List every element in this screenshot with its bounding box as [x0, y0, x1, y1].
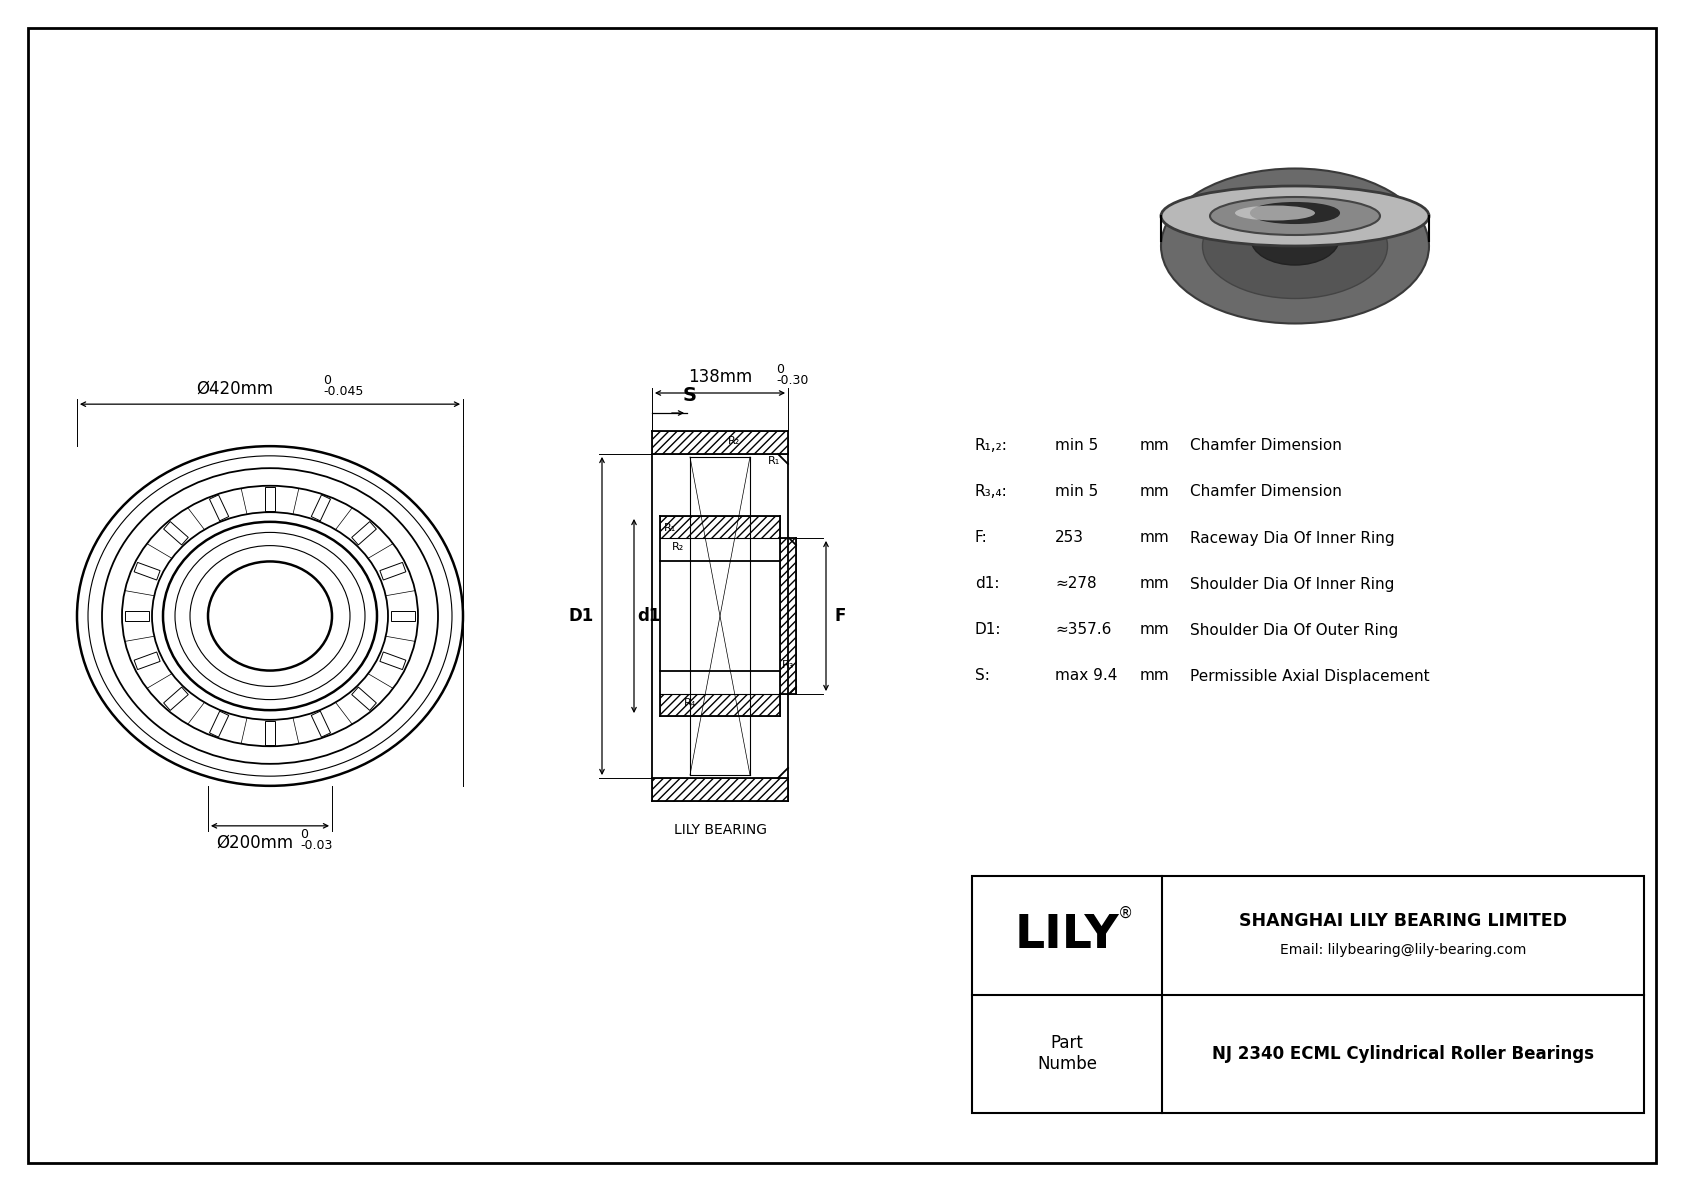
Text: -0.045: -0.045 — [323, 385, 364, 398]
Text: ®: ® — [1118, 905, 1133, 921]
Text: Email: lilybearing@lily-bearing.com: Email: lilybearing@lily-bearing.com — [1280, 943, 1526, 958]
Text: LILY BEARING: LILY BEARING — [674, 823, 766, 837]
Text: 0: 0 — [776, 363, 785, 376]
Text: min 5: min 5 — [1054, 485, 1098, 499]
Text: 138mm: 138mm — [687, 368, 753, 386]
Text: R₂: R₂ — [672, 542, 684, 551]
Bar — [780, 538, 797, 694]
Text: F: F — [834, 607, 845, 625]
Text: min 5: min 5 — [1054, 438, 1098, 454]
Text: Shoulder Dia Of Inner Ring: Shoulder Dia Of Inner Ring — [1191, 576, 1394, 592]
Text: R₂: R₂ — [727, 436, 741, 445]
Text: Ø420mm: Ø420mm — [197, 379, 273, 397]
Text: S: S — [684, 386, 697, 405]
Text: SHANGHAI LILY BEARING LIMITED: SHANGHAI LILY BEARING LIMITED — [1239, 912, 1568, 930]
Ellipse shape — [1160, 168, 1430, 324]
Text: R₁: R₁ — [663, 523, 677, 534]
Text: R₄: R₄ — [684, 698, 695, 707]
Text: ≈357.6: ≈357.6 — [1054, 623, 1111, 637]
Text: R₃,₄:: R₃,₄: — [975, 485, 1007, 499]
Text: Permissible Axial Displacement: Permissible Axial Displacement — [1191, 668, 1430, 684]
Bar — [972, 877, 1644, 1114]
Text: Chamfer Dimension: Chamfer Dimension — [1191, 485, 1342, 499]
Ellipse shape — [1251, 202, 1339, 223]
Text: 0: 0 — [300, 828, 308, 841]
Text: -0.03: -0.03 — [300, 838, 332, 852]
Text: Part
Numbe: Part Numbe — [1037, 1034, 1096, 1073]
Text: D1: D1 — [569, 607, 594, 625]
Bar — [660, 694, 780, 716]
Text: max 9.4: max 9.4 — [1054, 668, 1118, 684]
Text: mm: mm — [1140, 530, 1170, 545]
Text: Shoulder Dia Of Outer Ring: Shoulder Dia Of Outer Ring — [1191, 623, 1398, 637]
Text: 253: 253 — [1054, 530, 1084, 545]
Text: R₁,₂:: R₁,₂: — [975, 438, 1009, 454]
Ellipse shape — [1160, 186, 1430, 247]
Text: D1:: D1: — [975, 623, 1002, 637]
Text: mm: mm — [1140, 576, 1170, 592]
Bar — [660, 516, 780, 538]
Text: d1: d1 — [637, 607, 660, 625]
Bar — [652, 431, 788, 454]
Text: ≈278: ≈278 — [1054, 576, 1096, 592]
Text: NJ 2340 ECML Cylindrical Roller Bearings: NJ 2340 ECML Cylindrical Roller Bearings — [1212, 1045, 1595, 1062]
Ellipse shape — [1202, 193, 1388, 299]
Ellipse shape — [1234, 206, 1315, 220]
Text: R₁: R₁ — [768, 456, 780, 466]
Text: mm: mm — [1140, 438, 1170, 454]
Text: mm: mm — [1140, 623, 1170, 637]
Text: mm: mm — [1140, 668, 1170, 684]
Bar — [652, 778, 788, 802]
Text: Ø200mm: Ø200mm — [217, 834, 293, 852]
Text: Chamfer Dimension: Chamfer Dimension — [1191, 438, 1342, 454]
Text: F:: F: — [975, 530, 989, 545]
Text: 0: 0 — [323, 374, 332, 387]
Text: mm: mm — [1140, 485, 1170, 499]
Text: -0.30: -0.30 — [776, 374, 808, 387]
Text: LILY: LILY — [1015, 912, 1120, 958]
Text: S:: S: — [975, 668, 990, 684]
Text: R₃: R₃ — [781, 660, 795, 671]
Ellipse shape — [1211, 197, 1379, 235]
Text: d1:: d1: — [975, 576, 1000, 592]
Text: Raceway Dia Of Inner Ring: Raceway Dia Of Inner Ring — [1191, 530, 1394, 545]
Ellipse shape — [1251, 213, 1339, 266]
